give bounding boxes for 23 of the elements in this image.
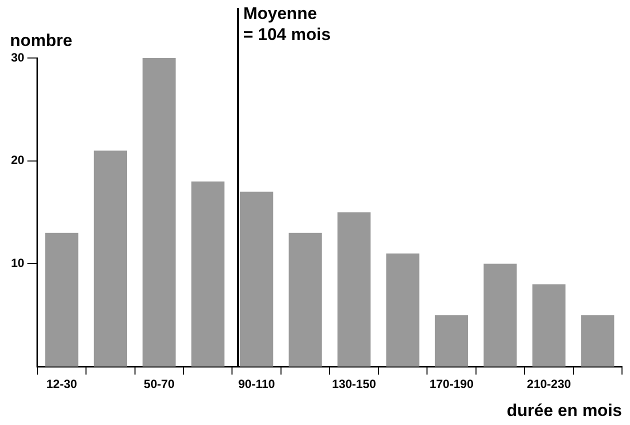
- x-tick-label: 130-150: [332, 377, 376, 392]
- bar: [288, 232, 322, 367]
- bar: [484, 264, 517, 367]
- y-tick-label: 20: [10, 153, 25, 168]
- x-tick-label: 12-30: [46, 377, 78, 392]
- bar: [532, 284, 566, 367]
- bar: [581, 315, 614, 367]
- bar: [337, 212, 371, 367]
- y-axis-title: nombre: [10, 31, 72, 50]
- x-axis-title: durée en mois: [506, 401, 622, 420]
- bar: [191, 181, 224, 367]
- text: Moyenne = 104 mois: [243, 4, 331, 44]
- x-tick-label: 170-190: [429, 377, 474, 392]
- x-tick-label: 90-110: [238, 377, 276, 392]
- bar: [45, 232, 78, 367]
- bar: [94, 150, 127, 367]
- x-tick-label: 210-230: [526, 377, 572, 392]
- bar: [434, 315, 468, 367]
- y-tick-label: 10: [10, 256, 25, 270]
- y-tick-label: 30: [10, 50, 25, 64]
- bar: [386, 253, 420, 367]
- bar: [142, 58, 176, 367]
- x-tick-label: 50-70: [144, 377, 175, 392]
